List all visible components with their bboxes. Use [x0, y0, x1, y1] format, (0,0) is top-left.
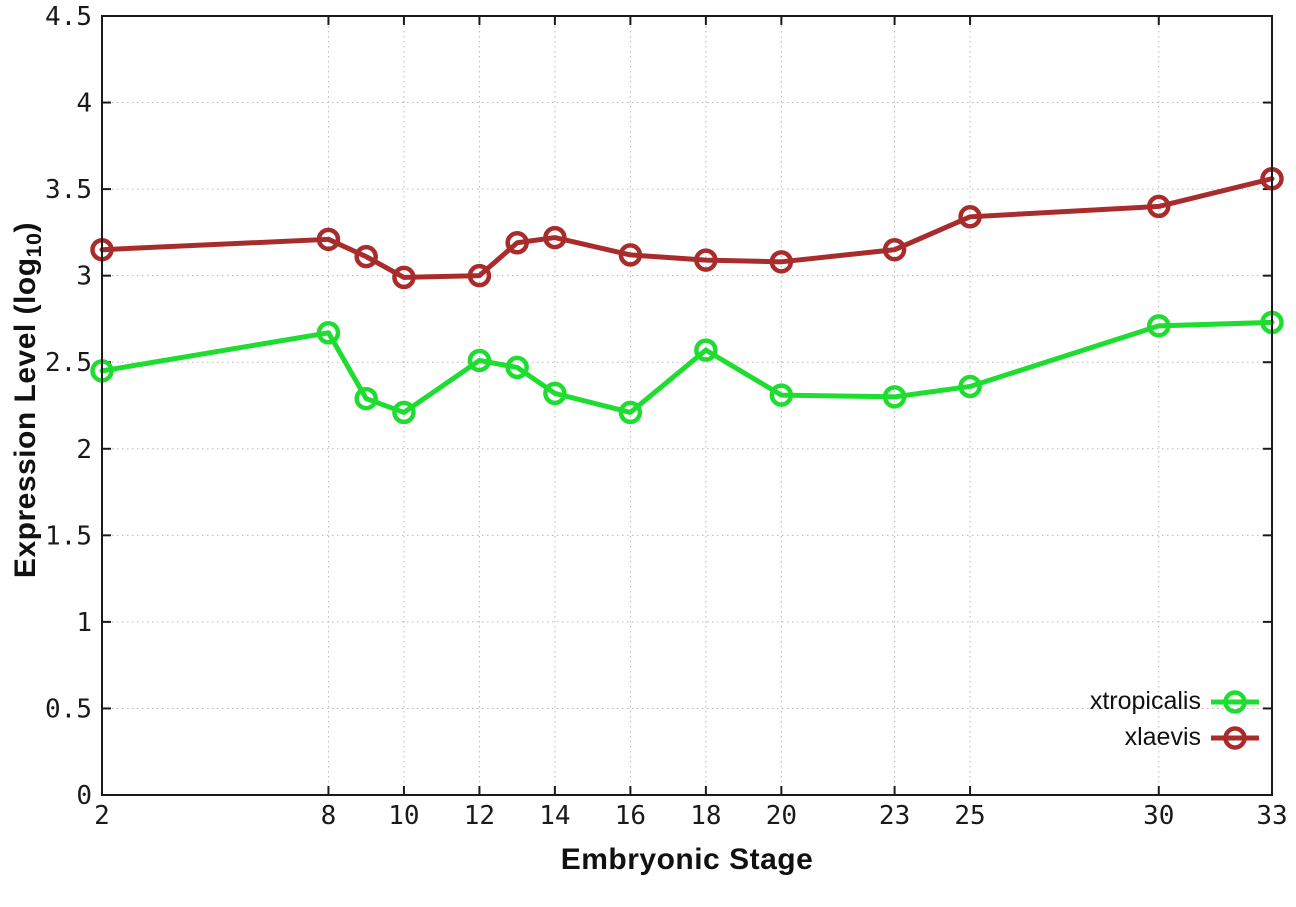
data-point-xtropicalis [543, 381, 567, 406]
data-point-xlaevis [467, 263, 492, 288]
data-point-xlaevis [694, 248, 718, 272]
x-tick-label: 12 [464, 801, 495, 831]
x-tick-label: 8 [321, 801, 337, 831]
data-point-xlaevis [618, 243, 643, 267]
x-tick-label: 25 [954, 801, 985, 831]
y-tick-label: 1 [76, 608, 92, 638]
data-point-xlaevis [354, 244, 378, 269]
legend-sample-marker [1223, 725, 1247, 750]
data-point-xtropicalis [958, 374, 982, 399]
series-line-xlaevis [99, 176, 1275, 280]
data-point-xlaevis [769, 250, 794, 274]
y-axis-title-subscript: 10 [21, 232, 47, 258]
data-point-xlaevis [958, 205, 982, 229]
x-tick-label: 18 [690, 801, 721, 831]
data-point-xlaevis [316, 227, 341, 252]
data-point-xtropicalis [354, 386, 378, 411]
x-tick-label: 2 [94, 801, 110, 831]
legend-label-xtropicalis: xtropicalis [1089, 687, 1201, 715]
legend-item-xtropicalis: xtropicalis [1090, 684, 1259, 719]
data-point-xtropicalis [505, 355, 529, 380]
legend-sample-xlaevis [1211, 725, 1259, 750]
x-tick-label: 33 [1256, 801, 1287, 831]
legend-sample-xtropicalis [1211, 689, 1259, 714]
y-tick-label: 2.5 [45, 348, 92, 378]
x-tick-label: 16 [615, 801, 646, 831]
data-point-xlaevis [392, 265, 416, 290]
legend-label-xlaevis: xlaevis [1124, 723, 1201, 751]
data-point-xlaevis [882, 237, 907, 262]
y-tick-label: 4.5 [45, 2, 92, 32]
data-point-xlaevis [543, 225, 567, 250]
y-tick-label: 3.5 [45, 175, 92, 205]
series-line-xtropicalis [99, 319, 1275, 415]
x-tick-label: 30 [1143, 801, 1174, 831]
data-point-xtropicalis [392, 400, 416, 425]
x-tick-label: 10 [388, 801, 419, 831]
legend-item-xlaevis: xlaevis [1125, 720, 1259, 755]
x-tick-label: 23 [879, 801, 910, 831]
y-tick-label: 3 [76, 262, 92, 292]
legend: xtropicalis xlaevis [1090, 684, 1259, 755]
data-point-xtropicalis [882, 385, 907, 409]
data-point-xtropicalis [769, 383, 794, 407]
data-point-xlaevis [1147, 194, 1171, 219]
y-axis-title-text: Expression Level (log [8, 257, 42, 579]
data-point-xtropicalis [316, 321, 341, 345]
x-tick-label: 14 [539, 801, 570, 831]
data-point-xtropicalis [694, 338, 718, 362]
plot-border [101, 15, 1273, 796]
data-point-xtropicalis [1147, 314, 1171, 338]
y-axis-title-close: ) [8, 221, 42, 233]
y-tick-label: 4 [76, 89, 92, 119]
x-tick-label: 20 [766, 801, 797, 831]
data-point-xtropicalis [618, 400, 643, 425]
data-point-xtropicalis [467, 348, 492, 373]
legend-sample-marker [1223, 689, 1247, 714]
y-tick-label: 0.5 [45, 694, 92, 724]
y-tick-label: 2 [76, 435, 92, 465]
data-point-xlaevis [505, 231, 529, 255]
y-tick-label: 0 [76, 781, 92, 811]
y-tick-label: 1.5 [45, 521, 92, 551]
x-axis-title: Embryonic Stage [560, 843, 814, 876]
